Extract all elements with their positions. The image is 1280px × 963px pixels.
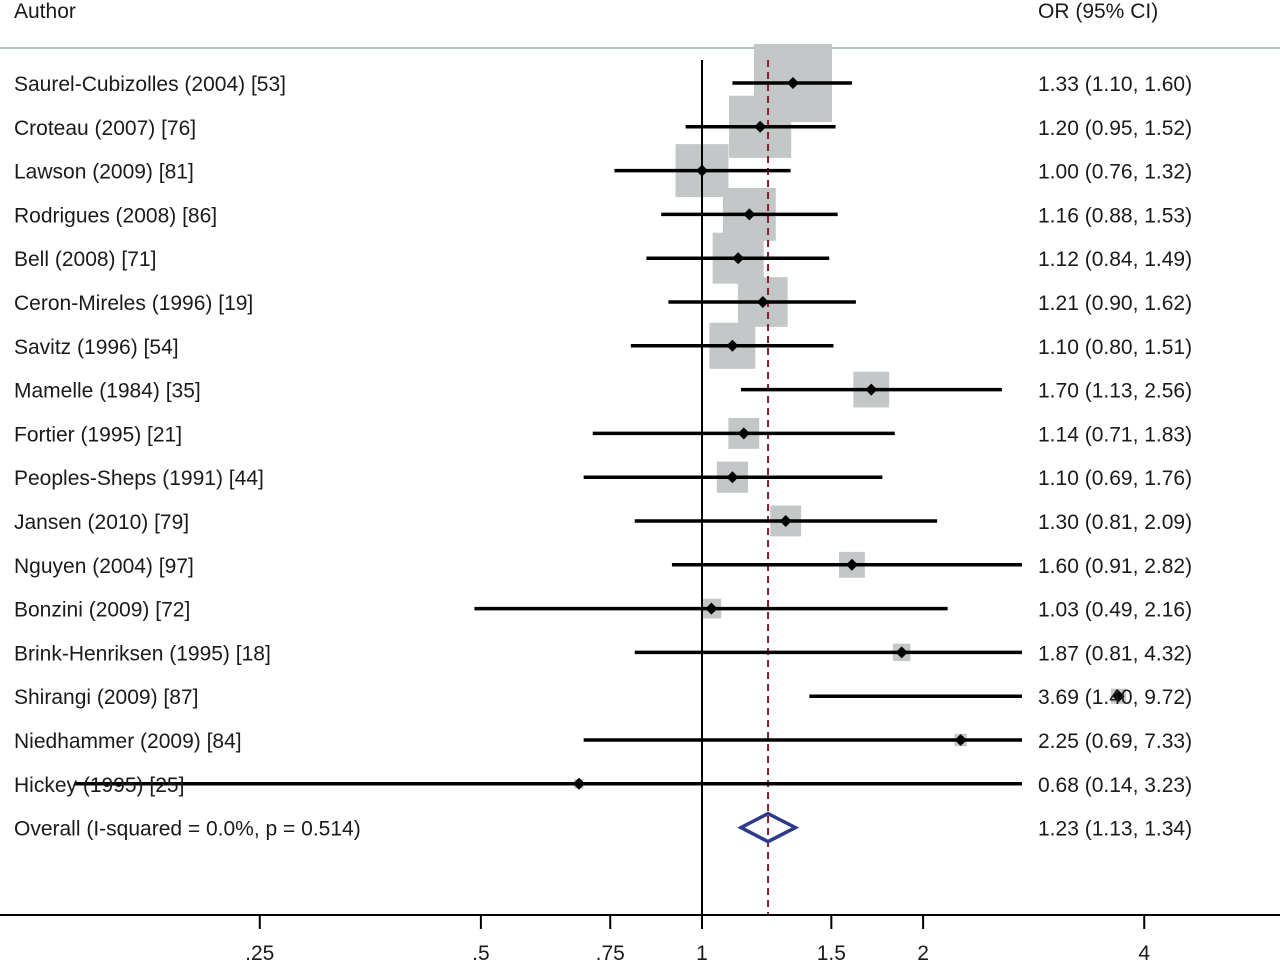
- study-label: Fortier (1995) [21]: [14, 423, 182, 446]
- point-estimate: [865, 383, 878, 396]
- study-ci: 1.10 (0.69, 1.76): [1038, 467, 1192, 490]
- study-ci: 1.87 (0.81, 4.32): [1038, 642, 1192, 665]
- study-ci: 1.30 (0.81, 2.09): [1038, 511, 1192, 534]
- point-estimate: [743, 208, 756, 221]
- study-ci: 1.21 (0.90, 1.62): [1038, 292, 1192, 315]
- study-label: Bell (2008) [71]: [14, 248, 156, 271]
- point-estimate: [572, 777, 585, 790]
- x-tick-label: .75: [596, 942, 625, 963]
- study-label: Lawson (2009) [81]: [14, 161, 194, 184]
- author-header: Author: [14, 0, 76, 23]
- study-ci: 1.16 (0.88, 1.53): [1038, 204, 1192, 227]
- point-estimate: [754, 120, 767, 133]
- study-ci: 1.00 (0.76, 1.32): [1038, 161, 1192, 184]
- point-estimate: [845, 558, 858, 571]
- point-estimate: [737, 427, 750, 440]
- study-label: Hickey (1995) [25]: [14, 774, 184, 797]
- x-tick-label: 4: [1138, 942, 1150, 963]
- x-tick-label: .25: [245, 942, 274, 963]
- point-estimate: [1112, 690, 1125, 703]
- study-ci: 1.03 (0.49, 2.16): [1038, 599, 1192, 622]
- x-tick-label: 2: [917, 942, 929, 963]
- estimate-header: OR (95% CI): [1038, 0, 1158, 23]
- study-label: Niedhammer (2009) [84]: [14, 730, 242, 753]
- overall-row: Overall (I-squared = 0.0%, p = 0.514) 1.2…: [14, 811, 1192, 844]
- study-label: Rodrigues (2008) [86]: [14, 204, 217, 227]
- study-label: Mamelle (1984) [35]: [14, 380, 201, 403]
- point-estimate: [779, 515, 792, 527]
- study-ci: 1.60 (0.91, 2.82): [1038, 555, 1192, 578]
- x-axis-ticks: .25 .5 .75 1 1.5 2 4: [245, 915, 1150, 963]
- point-estimate: [726, 471, 739, 484]
- study-rows: Saurel-Cubizolles (2004) [53] 1.33 (1.10,…: [14, 73, 1192, 797]
- x-tick-label: 1: [696, 942, 708, 963]
- study-label: Nguyen (2004) [97]: [14, 555, 194, 578]
- study-label: Croteau (2007) [76]: [14, 117, 196, 140]
- overall-label: Overall (I-squared = 0.0%, p = 0.514): [14, 818, 361, 841]
- x-tick-label: 1.5: [817, 942, 846, 963]
- study-ci: 1.70 (1.13, 2.56): [1038, 380, 1192, 403]
- study-label: Bonzini (2009) [72]: [14, 599, 190, 622]
- overall-ci: 1.23 (1.13, 1.34): [1038, 818, 1192, 841]
- study-ci: 1.14 (0.71, 1.83): [1038, 423, 1192, 446]
- point-estimate: [726, 339, 739, 352]
- study-label: Shirangi (2009) [87]: [14, 686, 198, 709]
- study-label: Saurel-Cubizolles (2004) [53]: [14, 73, 286, 96]
- study-label: Ceron-Mireles (1996) [19]: [14, 292, 253, 315]
- study-label: Brink-Henriksen (1995) [18]: [14, 642, 271, 665]
- point-estimate: [705, 602, 718, 615]
- point-estimate: [696, 164, 708, 177]
- study-ci: 1.12 (0.84, 1.49): [1038, 248, 1192, 271]
- study-ci: 3.69 (1.40, 9.72): [1038, 686, 1192, 709]
- overall-diamond: [737, 811, 800, 844]
- point-estimate: [732, 252, 745, 265]
- point-estimate: [954, 734, 967, 746]
- study-label: Savitz (1996) [54]: [14, 336, 179, 359]
- weight-boxes: [574, 44, 1127, 789]
- point-estimate: [895, 646, 908, 659]
- study-ci: 1.10 (0.80, 1.51): [1038, 336, 1192, 359]
- study-ci: 1.33 (1.10, 1.60): [1038, 73, 1192, 96]
- study-ci: 2.25 (0.69, 7.33): [1038, 730, 1192, 753]
- study-label: Peoples-Sheps (1991) [44]: [14, 467, 264, 490]
- study-label: Jansen (2010) [79]: [14, 511, 189, 534]
- x-tick-label: .5: [472, 942, 490, 963]
- point-estimate: [756, 296, 769, 308]
- study-ci: 1.20 (0.95, 1.52): [1038, 117, 1192, 140]
- study-ci: 0.68 (0.14, 3.23): [1038, 774, 1192, 797]
- point-estimate: [786, 77, 799, 89]
